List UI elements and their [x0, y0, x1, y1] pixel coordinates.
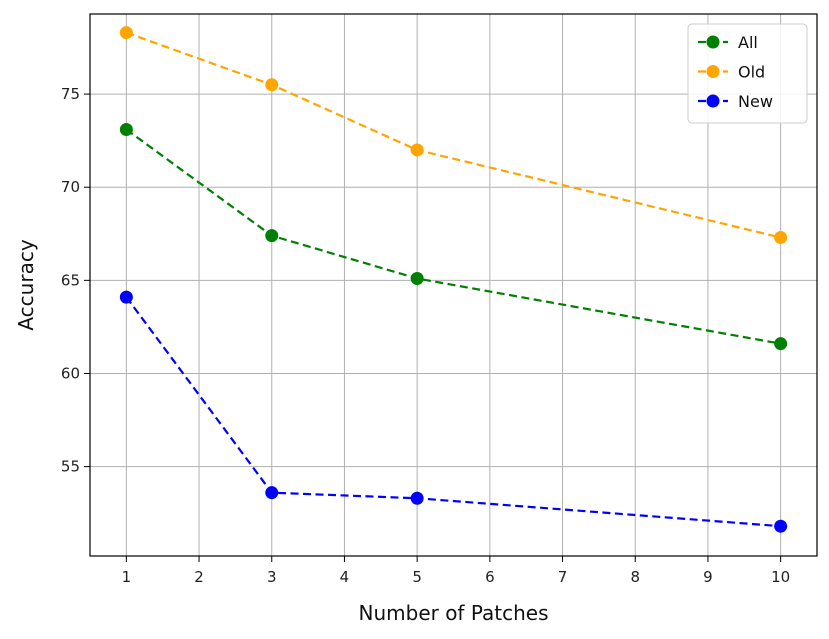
y-axis-title: Accuracy [14, 239, 38, 330]
x-tick-label: 10 [771, 568, 790, 586]
series-line-old [125, 31, 781, 239]
legend-label-old: Old [738, 63, 765, 82]
x-tick-label: 6 [485, 568, 495, 586]
y-tick-label: 65 [61, 271, 80, 289]
data-point-old [265, 78, 279, 92]
data-point-old [774, 231, 788, 245]
data-point-all [265, 229, 279, 243]
data-point-all [119, 122, 133, 136]
x-tick-label: 9 [703, 568, 713, 586]
x-tick-label: 5 [412, 568, 422, 586]
legend: All Old New [687, 23, 808, 124]
data-point-new [119, 290, 133, 304]
x-tick-label: 1 [122, 568, 132, 586]
x-tick-label: 3 [267, 568, 277, 586]
series-line-all [125, 128, 781, 345]
data-point-new [774, 519, 788, 533]
y-tick-label: 70 [61, 178, 80, 196]
data-point-all [774, 337, 788, 351]
x-axis-ticks: 1 2 3 4 5 6 7 8 9 10 [122, 556, 790, 586]
y-tick-label: 75 [61, 85, 80, 103]
y-tick-label: 55 [61, 458, 80, 476]
legend-marker-new [706, 94, 720, 108]
y-tick-label: 60 [61, 364, 80, 382]
x-tick-label: 8 [630, 568, 640, 586]
legend-label-new: New [738, 92, 773, 111]
data-point-all [410, 271, 424, 285]
x-axis-title: Number of Patches [359, 601, 549, 625]
data-point-new [265, 486, 279, 500]
data-point-new [410, 491, 424, 505]
plot-frame [89, 13, 818, 557]
legend-marker-old [706, 65, 720, 78]
x-tick-label: 7 [558, 568, 568, 586]
data-point-old [119, 26, 133, 40]
x-tick-label: 2 [194, 568, 204, 586]
legend-marker-all [706, 35, 720, 49]
y-axis-ticks: 55 60 65 70 75 [61, 85, 90, 476]
x-tick-label: 4 [340, 568, 350, 586]
series-line-new [125, 296, 781, 528]
series-group [119, 26, 788, 533]
data-point-old [410, 143, 424, 157]
legend-label-all: All [738, 33, 758, 52]
